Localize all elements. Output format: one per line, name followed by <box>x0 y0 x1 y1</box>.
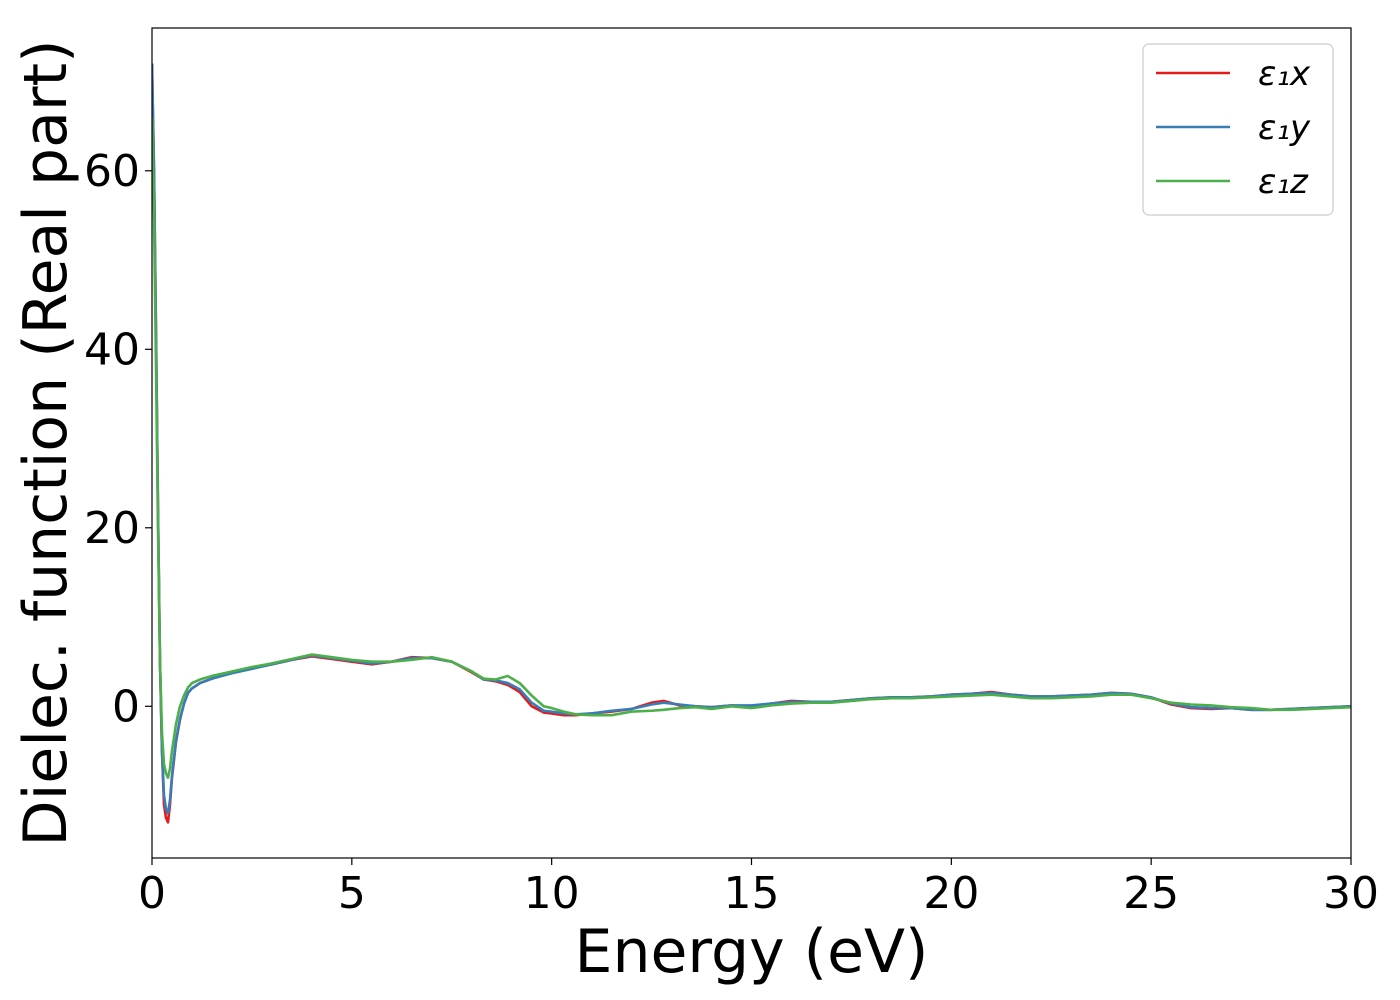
x-tick-label: 15 <box>724 868 780 919</box>
y-tick-label: 20 <box>84 503 140 554</box>
legend-label-2: ε₁z <box>1258 162 1309 202</box>
series-lines <box>152 63 1351 824</box>
y-axis-title: Dielec. function (Real part) <box>11 40 81 847</box>
legend-label-1: ε₁y <box>1258 108 1311 148</box>
legend-box <box>1142 43 1334 216</box>
x-tick-label: 20 <box>923 868 979 919</box>
x-axis-title: Energy (eV) <box>575 917 929 987</box>
x-axis: 0 5 10 15 20 25 30 <box>138 858 1379 919</box>
y-tick-label: 0 <box>112 681 140 732</box>
x-tick-label: 30 <box>1323 868 1379 919</box>
x-tick-label: 5 <box>338 868 366 919</box>
x-tick-label: 0 <box>138 868 166 919</box>
legend: ε₁x ε₁y ε₁z <box>1142 43 1334 216</box>
x-tick-label: 10 <box>524 868 580 919</box>
x-tick-label: 25 <box>1123 868 1179 919</box>
y-axis: 0 20 40 60 <box>84 146 152 732</box>
y-tick-label: 60 <box>84 146 140 197</box>
legend-label-0: ε₁x <box>1258 54 1311 94</box>
y-tick-label: 40 <box>84 324 140 375</box>
series-line-2 <box>152 117 1351 779</box>
